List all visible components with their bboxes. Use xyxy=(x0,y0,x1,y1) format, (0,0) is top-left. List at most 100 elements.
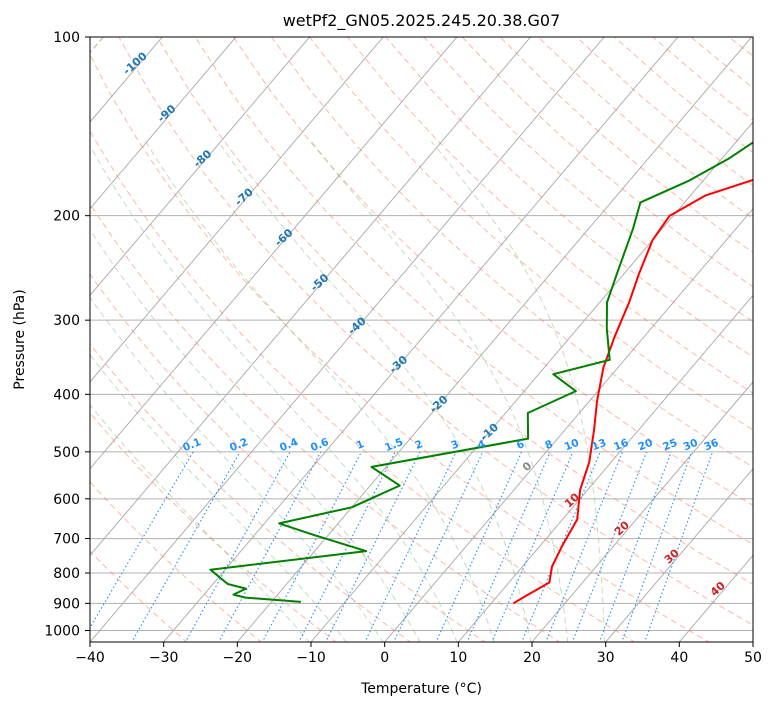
moist-adiabat-line xyxy=(90,228,421,642)
mixing-ratio-line xyxy=(90,451,194,629)
isotherm-label: 20 xyxy=(612,518,632,538)
mixing-ratio-label: 25 xyxy=(661,437,679,454)
y-tick-label: 600 xyxy=(53,492,80,508)
dry-adiabat-line xyxy=(90,481,263,642)
mixing-ratio-line xyxy=(644,451,714,642)
isotherm-label: 0 xyxy=(520,459,535,474)
y-axis-label: Pressure (hPa) xyxy=(12,289,28,389)
dry-adiabat-line xyxy=(614,37,753,154)
mixing-ratio-line xyxy=(521,451,601,642)
series-layer xyxy=(209,141,753,605)
dry-adiabat-line xyxy=(90,273,486,642)
dry-adiabat-line xyxy=(194,37,753,545)
isotherm-line xyxy=(90,37,311,297)
dry-adiabat-line xyxy=(499,37,753,254)
mixing-ratio-line xyxy=(598,451,672,642)
mixing-ratio-line xyxy=(218,451,322,642)
dry-adiabat-line xyxy=(347,37,753,394)
y-tick-label: 700 xyxy=(53,532,80,548)
y-tick-label: 1000 xyxy=(44,624,80,640)
dry-adiabat-line xyxy=(90,129,636,642)
isotherm-line xyxy=(90,37,532,557)
isotherm-line xyxy=(384,207,753,642)
mixing-ratio-line xyxy=(621,451,693,642)
moist-adiabat-line xyxy=(431,141,606,642)
dry-adiabat-label: -60 xyxy=(272,226,296,249)
dry-adiabat-line xyxy=(232,37,753,506)
dry-adiabat-label: -20 xyxy=(427,393,451,416)
axes: −40 −30 −20 −10 0 10 20 30 40 5010020030040050060… xyxy=(44,30,762,666)
isotherm-line xyxy=(163,37,679,642)
dry-adiabat-line xyxy=(118,37,753,626)
dry-adiabat-line xyxy=(461,37,753,288)
x-tick-label: 30 xyxy=(597,650,615,666)
moist-adiabat-line xyxy=(90,144,458,642)
dewpoint-profile-line xyxy=(209,141,753,603)
chart-title: wetPf2_GN05.2025.245.20.38.G07 xyxy=(283,11,561,31)
isotherm-line xyxy=(90,37,605,642)
dry-adiabat-line xyxy=(90,202,561,642)
mixing-ratio-line xyxy=(131,451,241,642)
x-tick-label: −30 xyxy=(149,650,179,666)
mixing-ratio-label: 8 xyxy=(543,438,554,452)
isotherm-line xyxy=(752,641,753,642)
mixing-ratio-label: 3 xyxy=(449,438,460,452)
x-axis-label: Temperature (°C) xyxy=(360,681,482,697)
mixing-ratio-line xyxy=(325,451,421,642)
mixing-ratio-label: 10 xyxy=(563,437,581,454)
dry-adiabat-line xyxy=(385,37,753,358)
x-tick-label: −10 xyxy=(296,650,326,666)
mixing-ratio-label: 20 xyxy=(636,437,654,454)
y-tick-label: 400 xyxy=(53,387,80,403)
isotherm-line xyxy=(605,467,753,642)
isotherm-line xyxy=(531,381,753,642)
isotherm-line xyxy=(90,37,384,383)
mixing-ratio-line xyxy=(184,451,291,642)
mixing-ratio-line xyxy=(393,451,484,642)
y-tick-label: 300 xyxy=(53,313,80,329)
dry-adiabat-line xyxy=(537,37,753,220)
mixing-ratio-line xyxy=(491,451,574,642)
y-tick-label: 100 xyxy=(53,30,80,46)
mixing-ratio-label: 2 xyxy=(413,438,424,452)
moist-adiabat-line xyxy=(145,141,495,642)
dry-adiabat-line xyxy=(90,550,188,642)
y-tick-label: 800 xyxy=(53,566,80,582)
mixing-ratio-line xyxy=(435,451,523,642)
moist-adiabat-line xyxy=(311,141,569,642)
dry-adiabat-line xyxy=(690,37,753,89)
dry-adiabat-label: -50 xyxy=(308,271,332,294)
mixing-ratio-label: 1 xyxy=(355,438,366,452)
y-tick-label: 200 xyxy=(53,209,80,225)
dry-adiabat-line xyxy=(270,37,753,468)
isotherm-label: 40 xyxy=(708,579,728,599)
x-tick-label: 40 xyxy=(670,650,688,666)
y-tick-label: 900 xyxy=(53,596,80,612)
dry-adiabat-label: -80 xyxy=(191,147,215,170)
x-tick-label: 0 xyxy=(380,650,389,666)
isotherm-label: 30 xyxy=(662,546,682,566)
dry-adiabat-line xyxy=(90,53,710,642)
isotherm-line xyxy=(457,294,753,642)
mixing-ratio-label: 30 xyxy=(682,437,700,454)
moist-adiabat-line xyxy=(90,404,310,642)
mixing-ratio-label: 4 xyxy=(476,438,487,452)
x-tick-label: 20 xyxy=(523,650,541,666)
mixing-ratio-line xyxy=(466,451,551,642)
isotherm-line xyxy=(236,37,753,642)
isotherm-line xyxy=(310,121,753,642)
x-tick-label: −20 xyxy=(223,650,253,666)
dry-adiabat-line xyxy=(767,37,775,643)
mixing-ratio-line xyxy=(298,451,396,642)
mixing-ratio-label: 6 xyxy=(515,438,526,452)
dry-adiabat-line xyxy=(156,37,753,585)
inline-labels: 0.1 0.2 0.4 0.6 1 1.5 2 3 4 6 8 10 13 16 20 25 30 36-100-… xyxy=(120,49,728,599)
y-tick-label: 500 xyxy=(53,445,80,461)
isotherm-line xyxy=(90,37,458,470)
dry-adiabat-line xyxy=(90,412,337,642)
x-tick-label: −40 xyxy=(75,650,105,666)
isotherm-line xyxy=(90,37,237,210)
mixing-ratio-line xyxy=(261,451,362,642)
x-tick-label: 50 xyxy=(744,650,762,666)
